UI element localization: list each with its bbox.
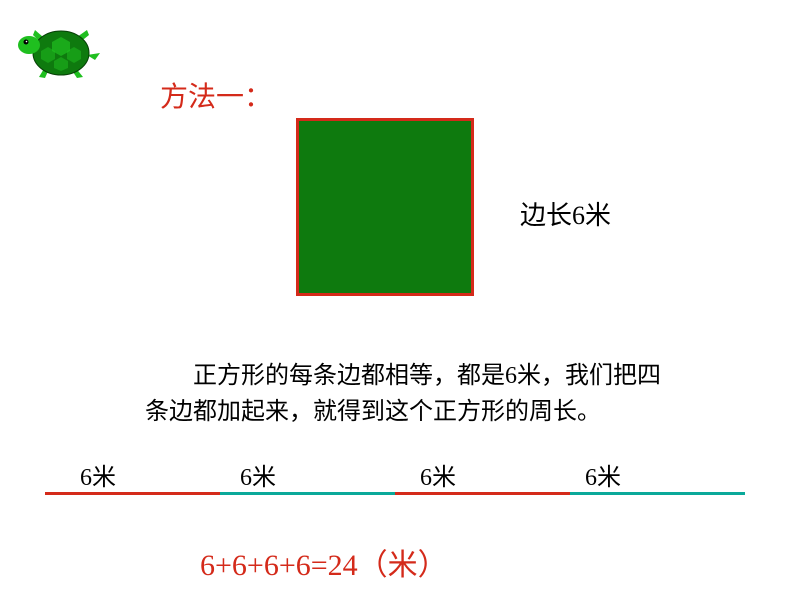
formula-text: 6+6+6+6=24（米） — [200, 540, 448, 584]
turtle-icon — [15, 15, 110, 90]
segment-1 — [45, 492, 220, 495]
segment-4 — [570, 492, 745, 495]
segment-label-1: 6米 — [80, 457, 116, 492]
segment-label-4: 6米 — [585, 457, 621, 492]
side-length-label: 边长6米 — [520, 195, 611, 232]
segment-3 — [395, 492, 570, 495]
segment-label-3: 6米 — [420, 457, 456, 492]
square-border — [296, 118, 474, 296]
segment-2 — [220, 492, 395, 495]
explanation-text: 正方形的每条边都相等，都是6米，我们把四条边都加起来，就得到这个正方形的周长。 — [145, 358, 665, 430]
method-title: 方法一： — [160, 75, 272, 115]
perimeter-segments — [45, 492, 745, 496]
square-diagram — [296, 118, 474, 296]
segment-label-2: 6米 — [240, 457, 276, 492]
